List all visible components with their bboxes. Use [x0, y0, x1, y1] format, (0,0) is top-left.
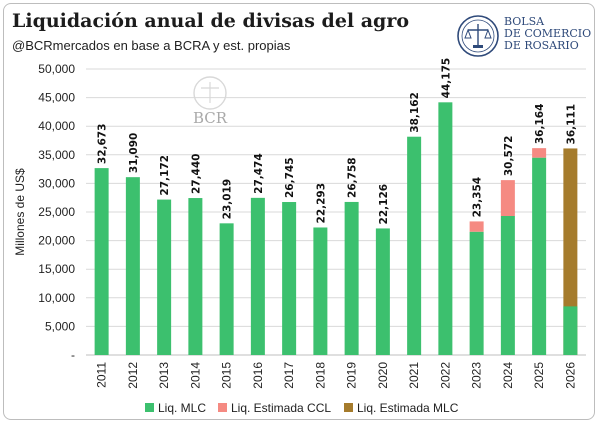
y-tick-label: 20,000: [38, 234, 75, 248]
legend-label: Liq. MLC: [158, 401, 206, 415]
x-tick-label: 2025: [532, 362, 546, 389]
bcr-logo: BOLSA DE COMERCIO DE ROSARIO: [456, 14, 592, 60]
data-label: 36,164: [534, 104, 546, 145]
x-tick-label: 2018: [313, 362, 327, 389]
logo-line-2: DE COMERCIO: [504, 27, 592, 40]
data-label: 27,474: [253, 153, 265, 194]
bar-2021-mlc: [407, 136, 422, 355]
data-label: 32,673: [97, 124, 109, 165]
bar-2017-mlc: [282, 202, 297, 355]
bar-2014-mlc: [188, 198, 203, 355]
bar-2019-mlc: [344, 201, 359, 355]
bar-2024-mlc: [500, 216, 515, 355]
x-tick-label: 2024: [501, 362, 515, 389]
x-tick-label: 2026: [563, 362, 577, 389]
data-label: 38,162: [409, 92, 421, 133]
logo-line-1: BOLSA: [504, 15, 545, 28]
bar-2016-mlc: [250, 197, 265, 355]
chart-subtitle: @BCRmercados en base a BCRA y est. propi…: [12, 38, 291, 53]
data-label: 23,019: [222, 179, 234, 220]
bar-2026-mlc-est: [563, 148, 578, 355]
y-tick-label: 10,000: [38, 291, 75, 305]
data-label: 30,572: [503, 136, 515, 177]
bcr-seal-icon: [457, 15, 499, 57]
x-tick-label: 2013: [157, 362, 171, 389]
x-tick-label: 2022: [438, 362, 452, 389]
y-axis-title: Millones de US$: [13, 168, 27, 256]
bar-2018-mlc: [313, 227, 328, 355]
y-tick-label: 25,000: [38, 205, 75, 219]
bar-2024-ccl: [500, 180, 515, 217]
x-tick-label: 2011: [95, 362, 109, 388]
bar-2023-mlc: [469, 231, 484, 355]
x-tick-label: 2015: [220, 362, 234, 389]
x-tick-label: 2016: [251, 362, 265, 389]
x-tick-label: 2020: [376, 362, 390, 389]
bar-2015-mlc: [219, 223, 234, 355]
y-tick-label: 50,000: [38, 62, 75, 76]
legend-swatch-1: [218, 403, 227, 412]
logo-text: BOLSA DE COMERCIO DE ROSARIO: [504, 16, 591, 52]
data-label: 26,745: [284, 157, 296, 198]
logo-line-3: DE ROSARIO: [504, 39, 579, 52]
x-tick-label: 2019: [345, 362, 359, 389]
bar-2020-mlc: [375, 228, 390, 355]
data-label: 22,126: [378, 184, 390, 225]
legend-swatch-2: [344, 403, 353, 412]
bar-2012-mlc: [125, 177, 140, 355]
legend-label: Liq. Estimada CCL: [231, 401, 331, 415]
x-tick-label: 2021: [407, 362, 421, 389]
x-tick-label: 2012: [126, 362, 140, 389]
bar-2011-mlc: [94, 168, 109, 355]
data-label: 44,175: [440, 58, 452, 99]
y-tick-label: 15,000: [38, 262, 75, 276]
data-label: 26,758: [347, 157, 359, 198]
watermark-seal-icon: [193, 76, 227, 110]
bar-2025-mlc: [532, 157, 547, 355]
y-tick-label: 5,000: [45, 319, 75, 333]
bar-2022-mlc: [438, 102, 453, 355]
bar-2025-ccl: [532, 148, 547, 158]
y-tick-label: 35,000: [38, 148, 75, 162]
watermark-text: BCR: [193, 109, 228, 127]
data-label: 36,111: [565, 104, 577, 145]
data-label: 22,293: [315, 183, 327, 224]
x-tick-label: 2014: [188, 362, 202, 389]
data-label: 23,354: [472, 177, 484, 218]
data-label: 27,172: [159, 155, 171, 196]
y-tick-label: 30,000: [38, 176, 75, 190]
y-tick-label: -: [71, 348, 75, 362]
bar-2026-mlc: [563, 306, 578, 355]
legend-swatch-0: [145, 403, 154, 412]
bar-2013-mlc: [157, 199, 172, 355]
x-tick-label: 2017: [282, 362, 296, 389]
x-tick-label: 2023: [470, 362, 484, 389]
legend-label: Liq. Estimada MLC: [357, 401, 459, 415]
data-label: 27,440: [190, 154, 202, 195]
data-label: 31,090: [128, 133, 140, 174]
bar-2023-ccl: [469, 221, 484, 232]
y-tick-label: 40,000: [38, 119, 75, 133]
y-tick-label: 45,000: [38, 91, 75, 105]
chart-title: Liquidación anual de divisas del agro: [12, 10, 410, 32]
